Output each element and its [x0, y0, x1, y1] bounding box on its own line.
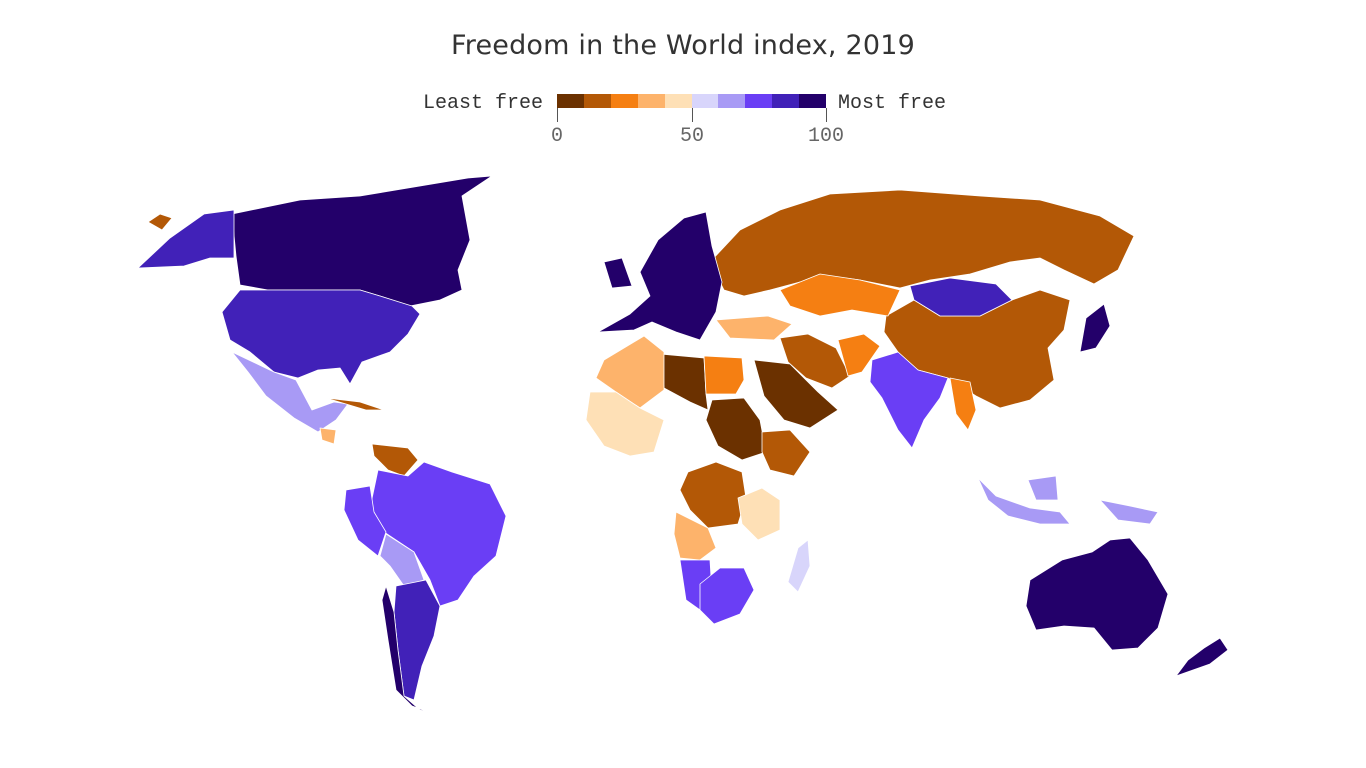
country-ethiopia [761, 429, 811, 477]
legend-color-bar [557, 94, 827, 108]
country-india [869, 351, 949, 449]
legend-tick-mark [692, 108, 693, 122]
world-map [137, 175, 1229, 715]
country-brazil [369, 461, 507, 607]
country-canada [231, 175, 493, 307]
country-tanzania [737, 487, 781, 541]
legend-tick-label: 100 [807, 125, 844, 148]
country-australia [1025, 537, 1169, 651]
country-russia [709, 189, 1135, 297]
country-nicaragua [319, 427, 337, 445]
legend-swatch [772, 94, 800, 108]
legend-swatch [745, 94, 773, 108]
legend-tick-mark [826, 108, 827, 122]
legend-tick-label: 0 [550, 125, 563, 148]
country-mexico [231, 351, 349, 433]
country-libya [659, 353, 709, 411]
country-south-africa [699, 567, 755, 625]
color-legend: Least free Most free 0 50 100 [0, 0, 1366, 160]
legend-swatch [610, 94, 638, 108]
country-europe [597, 211, 723, 341]
country-turkey [715, 315, 793, 341]
legend-swatch [583, 94, 611, 108]
country-afghanistan [837, 333, 881, 377]
country-greenland [147, 213, 173, 231]
country-united-states [221, 289, 421, 385]
country-madagascar [787, 539, 811, 593]
legend-swatch [718, 94, 746, 108]
country-indonesia [977, 475, 1159, 525]
page-title: Freedom in the World index, 2019 [450, 30, 916, 61]
legend-min-label: Least free [423, 92, 544, 115]
country-chile [381, 585, 435, 715]
country-algeria [595, 335, 665, 409]
legend-max-label: Most free [838, 92, 947, 115]
legend-swatch [637, 94, 665, 108]
country-dr-congo [679, 461, 747, 529]
legend-swatch [691, 94, 719, 108]
country-egypt [703, 355, 745, 395]
country-japan [1079, 303, 1111, 353]
country-myanmar [949, 377, 977, 431]
legend-swatch [799, 94, 827, 108]
legend-tick-label: 50 [679, 125, 704, 148]
country-mongolia [909, 277, 1013, 317]
country-kazakhstan [779, 273, 901, 317]
country-cuba [325, 397, 385, 411]
country-peru [343, 485, 387, 557]
country-mali [585, 391, 665, 457]
country-alaska [137, 209, 235, 269]
legend-swatch [664, 94, 692, 108]
legend-tick-mark [557, 108, 558, 122]
country-saudi-arabia [753, 359, 839, 429]
country-sudan [705, 397, 767, 461]
legend-swatch [557, 94, 584, 108]
country-new-zealand [1175, 637, 1229, 677]
